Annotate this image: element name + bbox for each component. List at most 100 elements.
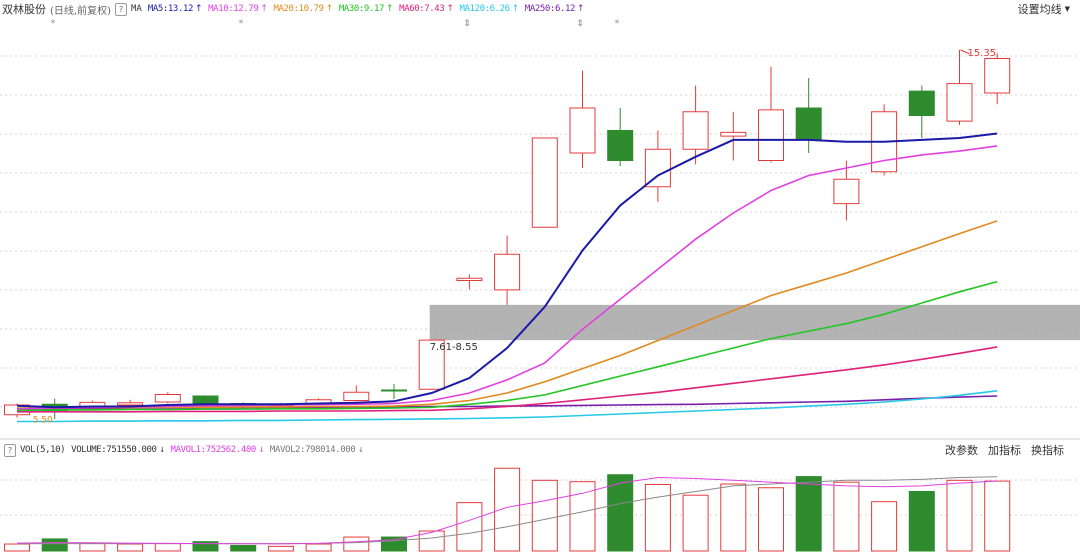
ma-legend-ma20: MA20:10.79 ↑ [273, 4, 334, 14]
candle-body [758, 109, 784, 161]
candle-body [946, 83, 973, 122]
volume-bar [758, 487, 784, 552]
change-params-button[interactable]: 改参数 [945, 444, 978, 457]
period-label: (日线,前复权) [50, 5, 111, 17]
candle [984, 53, 1011, 105]
candle [833, 160, 860, 221]
volume-bar [305, 543, 332, 552]
candle-body [569, 107, 596, 154]
candle [456, 274, 483, 290]
volume-header: ? VOL(5,10) VOLUME:751550.000 ↓ MAVOL1:75… [0, 442, 1080, 458]
help-icon[interactable]: ? [4, 443, 16, 457]
up-arrow-icon: ↑ [195, 4, 203, 14]
price-zone [429, 304, 1080, 341]
volume-bar [343, 536, 370, 552]
volume-bar [946, 479, 973, 552]
ma-legend-ma250: MA250:6.12 ↑ [524, 4, 585, 14]
event-marker-icon: ⇕ [576, 19, 584, 29]
volume-bar [607, 474, 634, 552]
ma-line-ma20 [17, 220, 998, 409]
event-marker-icon: * [615, 19, 620, 29]
mavol1-value: MAVOL1:752562.400 ↓ [170, 445, 265, 455]
volume-bar [720, 483, 747, 552]
candle-body [720, 131, 747, 137]
ma-settings-button[interactable]: 设置均线 ▼ [1018, 1, 1070, 17]
help-icon[interactable]: ? [114, 2, 127, 16]
candle-body [343, 391, 370, 401]
volume-bars [4, 467, 1011, 552]
candle-body [117, 402, 144, 406]
peak-pointer [960, 49, 970, 55]
candle [343, 385, 370, 402]
event-markers: * * ⇕ ⇕ * [51, 19, 620, 29]
ma-line-ma10 [16, 145, 998, 410]
candle [908, 85, 935, 138]
event-marker-icon: ⇕ [463, 19, 471, 29]
up-arrow-icon: ↑ [325, 4, 334, 14]
candle [531, 137, 558, 228]
chart-header: 双林股份 (日线,前复权) ? MA MA5:13.12 ↑ MA10:12.79 ↑… [0, 1, 1080, 17]
volume-bar [117, 543, 144, 552]
volume-bar [154, 543, 181, 552]
ma-legend-ma60: MA60:7.43 ↑ [399, 4, 454, 14]
mavol2-value: MAVOL2:798014.000 ↓ [269, 445, 364, 455]
stock-name: 双林股份 [2, 3, 46, 16]
volume-bar [418, 530, 445, 552]
ma-settings-label: 设置均线 [1017, 3, 1062, 16]
volume-bar [267, 545, 294, 552]
volume-bar [682, 494, 709, 552]
candle [494, 235, 521, 305]
event-marker-icon: * [239, 19, 244, 29]
candle-body [795, 107, 822, 141]
mavol1-line [16, 476, 998, 545]
candle [569, 70, 596, 168]
ma-line-ma120 [17, 390, 998, 423]
indicator-buttons: 改参数 加指标 换指标 [935, 442, 1064, 458]
volume-bar [494, 467, 521, 552]
candle-body [456, 277, 483, 281]
volume-bar [984, 480, 1011, 552]
ma-label: MA [130, 4, 142, 14]
annotations: 15.35 7.61-8.55 5.50 [33, 48, 996, 425]
ma-legend-ma10: MA10:12.79 ↑ [208, 4, 268, 14]
event-marker-icon: * [51, 19, 56, 29]
volume-bar [795, 476, 822, 552]
candle-body [154, 394, 181, 403]
volume-bar [531, 479, 558, 552]
candle-body [984, 58, 1011, 94]
candle-body [607, 130, 634, 161]
up-arrow-icon: ↑ [446, 4, 454, 14]
volume-bar [644, 484, 671, 552]
volume-bar [833, 481, 860, 552]
up-arrow-icon: ↑ [386, 4, 394, 14]
switch-indicator-button[interactable]: 换指标 [1031, 444, 1064, 457]
candle-body [531, 137, 558, 228]
candle [946, 49, 973, 125]
peak-price-label: 15.35 [968, 48, 997, 59]
up-arrow-icon: ↑ [260, 4, 268, 14]
ma-legend-ma5: MA5:13.12 ↑ [147, 4, 203, 14]
vol-label: VOL(5,10) [20, 445, 66, 455]
volume-bar [192, 541, 219, 552]
candle-body [644, 148, 671, 188]
price-zone-band [429, 304, 1080, 341]
zone-range-label: 7.61-8.55 [430, 342, 478, 353]
candle [154, 392, 181, 404]
ma-line-ma60 [17, 346, 998, 413]
candle-body [682, 111, 709, 150]
candle [795, 78, 822, 153]
candle [720, 111, 747, 161]
add-indicator-button[interactable]: 加指标 [988, 444, 1021, 457]
volume-bar [230, 544, 257, 552]
up-arrow-icon: ↑ [577, 4, 585, 14]
candle-body [908, 90, 935, 116]
volume-bar [381, 536, 407, 552]
ma-legend-ma30: MA30:9.17 ↑ [338, 4, 394, 14]
volume-averages [16, 476, 998, 545]
up-arrow-icon: ↑ [511, 4, 520, 14]
volume-bar [41, 538, 68, 552]
volume-value: VOLUME:751550.000 ↓ [71, 445, 165, 455]
low-price-label: 5.50 [33, 415, 53, 425]
candle [607, 108, 634, 167]
